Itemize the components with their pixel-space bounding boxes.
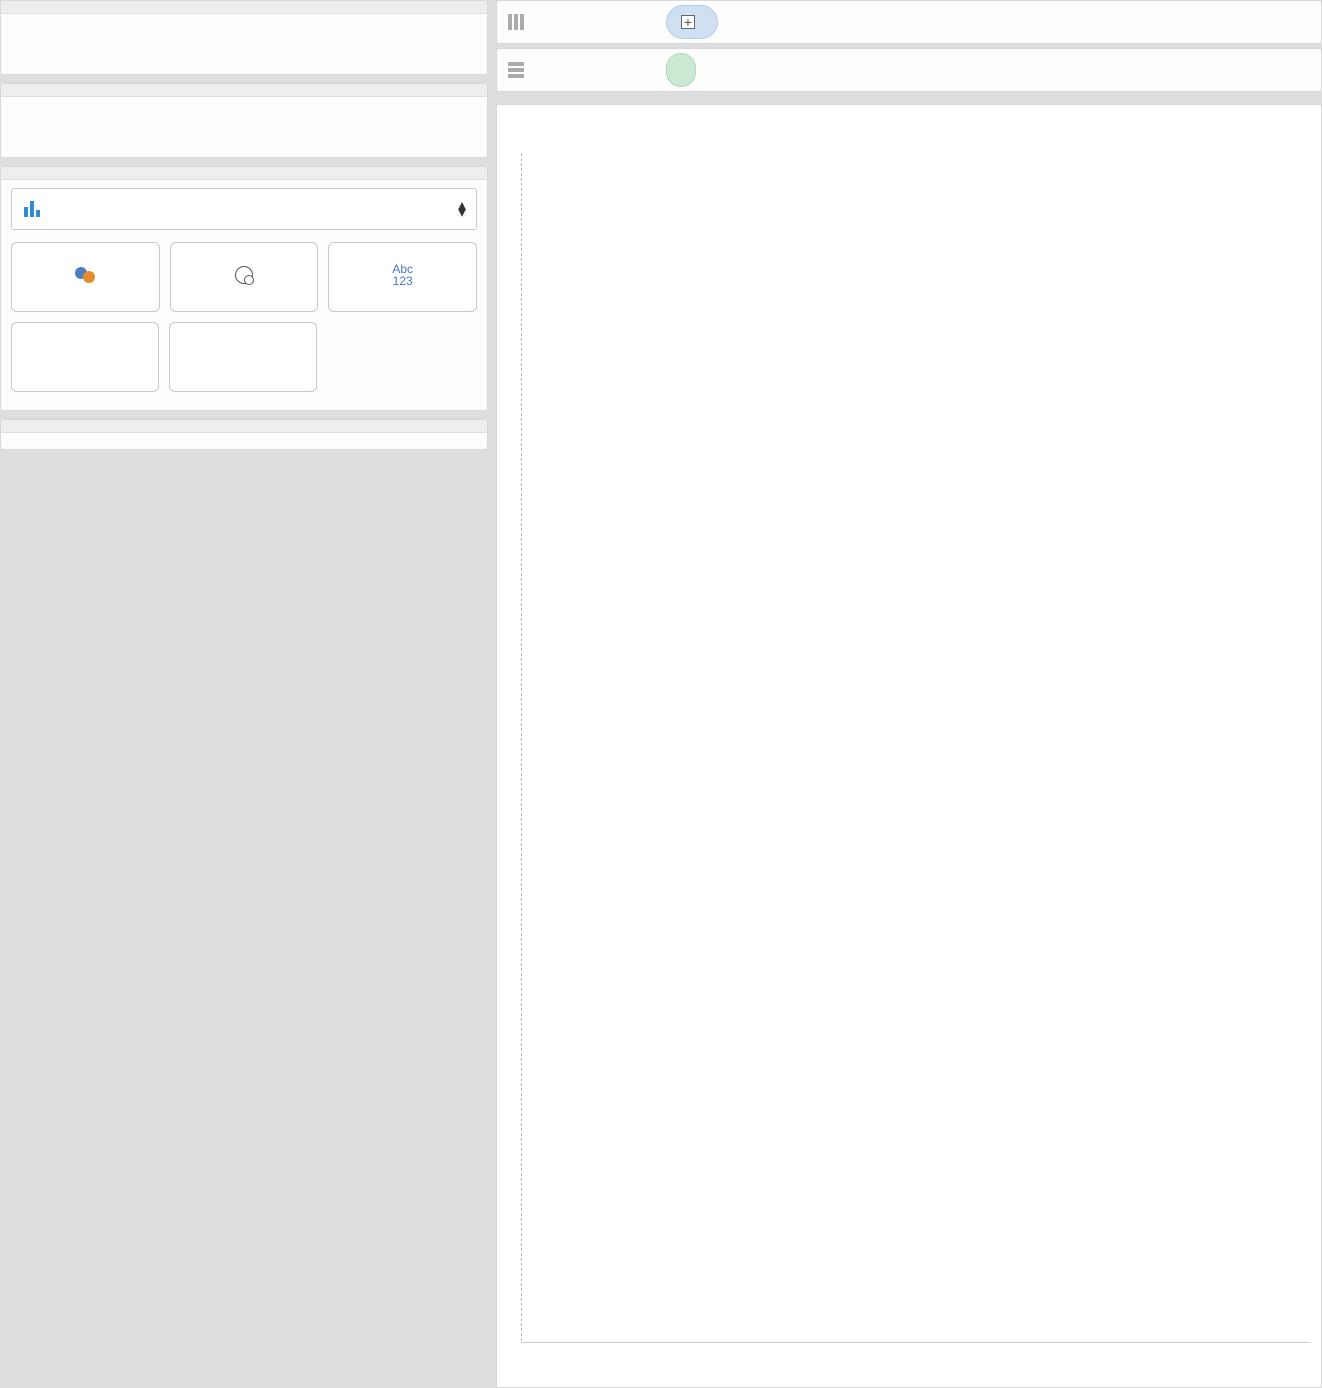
marks-chart-type-select[interactable]: ▴▾ [11, 188, 477, 230]
expand-icon[interactable]: + [681, 15, 695, 29]
legend-card [0, 419, 488, 450]
color-icon [75, 267, 95, 283]
marks-title [1, 167, 487, 180]
marks-detail-button[interactable] [11, 322, 159, 392]
label-icon: Abc123 [392, 263, 413, 287]
pages-title [1, 1, 487, 14]
rows-shelf[interactable] [496, 48, 1322, 92]
size-icon [235, 266, 253, 284]
bar-icon [24, 201, 40, 217]
columns-icon [505, 13, 527, 31]
chart [496, 104, 1322, 1388]
marks-label-button[interactable]: Abc123 [328, 242, 477, 312]
legend-title [1, 420, 487, 433]
columns-pill[interactable]: + [666, 5, 718, 39]
filters-card [0, 83, 488, 158]
marks-color-button[interactable] [11, 242, 160, 312]
pages-card [0, 0, 488, 75]
marks-size-button[interactable] [170, 242, 319, 312]
columns-shelf[interactable]: + [496, 0, 1322, 44]
marks-card: ▴▾ Abc123 [0, 166, 488, 411]
select-caret-icon: ▴▾ [458, 202, 466, 216]
rows-pill[interactable] [666, 53, 696, 87]
marks-tooltip-button[interactable] [169, 322, 317, 392]
filters-title [1, 84, 487, 97]
rows-icon [505, 61, 527, 79]
